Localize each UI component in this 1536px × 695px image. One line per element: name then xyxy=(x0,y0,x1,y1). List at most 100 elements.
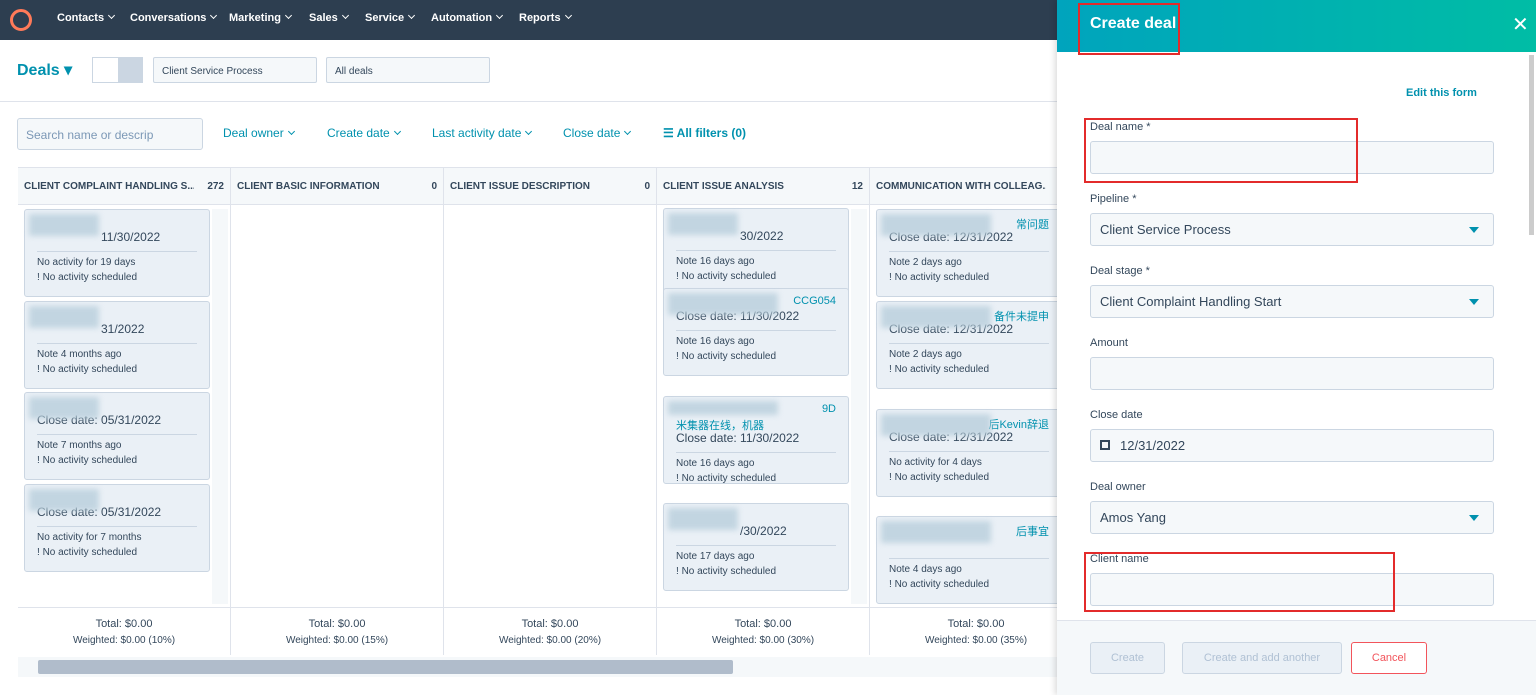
deal-card[interactable]: Close date: 05/31/2022 Note 7 months ago!… xyxy=(24,392,210,480)
column-name: CLIENT ISSUE ANALYSIS xyxy=(663,181,784,192)
deal-card[interactable]: CCG054 Close date: 11/30/2022 Note 16 days… xyxy=(663,288,849,376)
next-activity-text: No activity scheduled xyxy=(681,473,777,484)
close-button[interactable]: ✕ xyxy=(1512,14,1529,36)
filter-dropdown[interactable]: Deal owner xyxy=(223,126,294,140)
last-activity: Note 17 days ago xyxy=(676,551,755,562)
column-footer: Total: $0.00 Weighted: $0.00 (15%) xyxy=(231,607,443,655)
card-subtitle: 米集器在线，机器 xyxy=(676,420,764,432)
next-activity: ! No activity scheduled xyxy=(37,272,138,283)
nav-item[interactable]: Contacts xyxy=(57,12,114,24)
next-activity-text: No activity scheduled xyxy=(681,271,777,282)
next-activity-text: No activity scheduled xyxy=(42,547,138,558)
nav-item[interactable]: Reports xyxy=(519,12,571,24)
board-column: CLIENT BASIC INFORMATION 0 Total: $0.00 Wei… xyxy=(231,167,444,655)
filter-dropdown[interactable]: Create date xyxy=(327,126,400,140)
next-activity: ! No activity scheduled xyxy=(889,579,990,590)
field-input[interactable]: Client Complaint Handling Start xyxy=(1090,285,1494,318)
next-activity-text: No activity scheduled xyxy=(894,272,990,283)
card-title: 后事宜 xyxy=(1016,526,1049,538)
panel-title: Create deal xyxy=(1090,15,1177,32)
nav-item[interactable]: Marketing xyxy=(229,12,291,24)
blurred-text xyxy=(29,397,99,419)
next-activity: ! No activity scheduled xyxy=(676,351,777,362)
nav-item[interactable]: Service xyxy=(365,12,414,24)
deal-card[interactable]: 后Kevin辞退 Close date: 12/31/2022 No activit… xyxy=(876,409,1057,497)
weighted: Weighted: $0.00 (20%) xyxy=(498,635,602,646)
view-toggle[interactable] xyxy=(92,57,143,83)
pipeline-select[interactable]: Client Service Process xyxy=(153,57,317,83)
deals-title[interactable]: Deals ▾ xyxy=(17,62,73,79)
column-header: CLIENT ISSUE ANALYSIS 12 xyxy=(657,167,869,205)
divider xyxy=(676,330,836,331)
nav-item[interactable]: Conversations xyxy=(130,12,216,24)
close-date: 31/2022 xyxy=(101,322,145,336)
filter-dropdown[interactable]: Close date xyxy=(563,126,630,140)
next-activity: ! No activity scheduled xyxy=(889,472,990,483)
deal-card[interactable]: 备件未提申 Close date: 12/31/2022 Note 2 days a… xyxy=(876,301,1057,389)
column-header: CLIENT COMPLAINT HANDLING S... 272 xyxy=(18,167,230,205)
h-scrollbar[interactable] xyxy=(18,657,1057,677)
field-input[interactable]: Amos Yang xyxy=(1090,501,1494,534)
next-activity: ! No activity scheduled xyxy=(676,473,777,484)
deal-card[interactable]: 31/2022 Note 4 months ago ! No activity sc… xyxy=(24,301,210,389)
divider xyxy=(889,251,1049,252)
next-activity: ! No activity scheduled xyxy=(676,271,777,282)
column-count: 0 xyxy=(644,181,650,192)
card-title: 后Kevin辞退 xyxy=(988,419,1049,431)
button[interactable]: Cancel xyxy=(1351,642,1427,674)
deal-card[interactable]: /30/2022 Note 17 days ago ! No activity sc… xyxy=(663,503,849,591)
blurred-text xyxy=(29,489,99,511)
deal-card[interactable]: 后事宜 Note 4 days ago ! No activity schedule… xyxy=(876,516,1057,604)
blurred-text xyxy=(881,306,991,328)
annotation-box xyxy=(1084,118,1358,183)
edit-form-link[interactable]: Edit this form xyxy=(1406,87,1477,99)
next-activity-text: No activity scheduled xyxy=(894,364,990,375)
card-title: CCG054 xyxy=(793,295,836,307)
create-deal-panel: Create deal ✕ Edit this form Deal name *… xyxy=(1057,0,1536,695)
last-activity: No activity for 19 days xyxy=(37,257,136,268)
search-box[interactable]: Search name or descrip xyxy=(17,118,203,150)
field-label: Close date xyxy=(1090,409,1143,421)
board: CLIENT COMPLAINT HANDLING S... 272 11/30/2… xyxy=(18,167,1057,655)
deal-card[interactable]: 30/2022 Note 16 days ago ! No activity sch… xyxy=(663,208,849,296)
last-activity: No activity for 4 days xyxy=(889,457,982,468)
button[interactable]: Create and add another xyxy=(1182,642,1342,674)
view-select[interactable]: All deals xyxy=(326,57,490,83)
column-name: CLIENT COMPLAINT HANDLING S... xyxy=(24,181,194,192)
divider xyxy=(37,526,197,527)
card-title: 常问题 xyxy=(1016,219,1049,231)
close-date: 30/2022 xyxy=(740,229,784,243)
deal-card[interactable]: 11/30/2022 No activity for 19 days ! No ac… xyxy=(24,209,210,297)
field-label: Pipeline * xyxy=(1090,193,1137,205)
column-name: CLIENT ISSUE DESCRIPTION xyxy=(450,181,591,192)
v-scrollbar[interactable] xyxy=(1529,55,1534,235)
dropdown-caret xyxy=(1469,299,1479,305)
deal-card[interactable]: 常问题 Close date: 12/31/2022 Note 2 days ago… xyxy=(876,209,1057,297)
next-activity-text: No activity scheduled xyxy=(894,579,990,590)
all-filters[interactable]: ☰ All filters (0) xyxy=(663,126,747,140)
weighted: Weighted: $0.00 (15%) xyxy=(285,635,389,646)
nav-item[interactable]: Sales xyxy=(309,12,348,24)
toolbar xyxy=(0,40,1057,102)
field-input[interactable] xyxy=(1090,573,1494,606)
logo[interactable] xyxy=(10,9,32,31)
field-input[interactable]: 12/31/2022 xyxy=(1090,429,1494,462)
column-scrollbar xyxy=(212,209,228,604)
button[interactable]: Create xyxy=(1090,642,1165,674)
filter-dropdown[interactable]: Last activity date xyxy=(432,126,531,140)
deal-card[interactable]: 9D 米集器在线，机器 Close date: 11/30/2022 Note 16 … xyxy=(663,396,849,484)
last-activity: Note 7 months ago xyxy=(37,440,122,451)
deal-card[interactable]: Close date: 05/31/2022 No activity for 7 … xyxy=(24,484,210,572)
next-activity: ! No activity scheduled xyxy=(889,272,990,283)
field-label: Deal name * xyxy=(1090,121,1151,133)
nav-item[interactable]: Automation xyxy=(431,12,502,24)
column-header: CLIENT BASIC INFORMATION 0 xyxy=(231,167,443,205)
field-input[interactable] xyxy=(1090,357,1494,390)
divider xyxy=(676,250,836,251)
column-name: CLIENT BASIC INFORMATION xyxy=(237,181,380,192)
blurred-text xyxy=(881,214,991,236)
field-input[interactable] xyxy=(1090,141,1494,174)
field-input[interactable]: Client Service Process xyxy=(1090,213,1494,246)
next-activity: ! No activity scheduled xyxy=(37,455,138,466)
next-activity: ! No activity scheduled xyxy=(889,364,990,375)
